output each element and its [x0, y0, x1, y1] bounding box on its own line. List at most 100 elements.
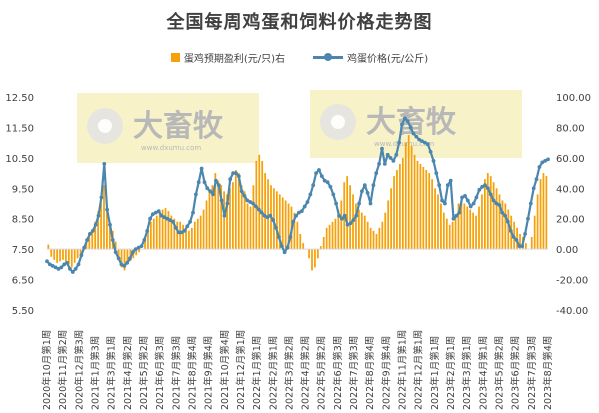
profit-bar: [73, 249, 76, 263]
profit-bar: [419, 163, 422, 250]
watermark-logo-eye: [331, 115, 345, 129]
x-tick-label: 2022年8月第4周: [364, 336, 376, 410]
profit-bar: [530, 236, 533, 250]
egg-price-point: [457, 210, 462, 215]
egg-price-point: [70, 270, 75, 274]
profit-bar: [185, 227, 187, 250]
egg-price-point: [225, 201, 230, 206]
profit-bar: [240, 185, 243, 250]
watermark-logo-eye: [98, 119, 112, 133]
profit-bar: [434, 188, 436, 250]
egg-price-point: [102, 162, 107, 166]
profit-bar: [437, 194, 439, 250]
egg-price-point: [108, 222, 112, 227]
watermark-site: www.dxumu.com: [374, 140, 434, 148]
profit-bar: [375, 233, 378, 250]
profit-bar: [79, 249, 82, 254]
x-tick-label: 2021年3月第1周: [106, 336, 118, 410]
egg-price-point: [428, 149, 433, 154]
right-tick-label: -40.00: [556, 306, 588, 317]
egg-price-point: [408, 125, 413, 130]
egg-price-point: [277, 235, 281, 239]
profit-bar: [138, 249, 141, 253]
egg-price-point: [405, 119, 410, 124]
egg-price-point: [480, 184, 485, 189]
egg-price-point: [388, 156, 393, 160]
profit-bar: [97, 211, 100, 250]
profit-bar: [117, 249, 120, 257]
egg-price-point: [248, 200, 253, 204]
profit-bar: [223, 191, 225, 250]
egg-price-point: [231, 171, 236, 176]
profit-bar: [205, 200, 208, 250]
left-tick-label: 9.50: [12, 184, 34, 195]
legend-item-egg-price: 鸡蛋价格(元/公斤): [313, 50, 428, 65]
legend: 蛋鸡预期盈利(元/只)右 鸡蛋价格(元/公斤): [0, 49, 599, 65]
legend-label-egg-price: 鸡蛋价格(元/公斤): [347, 53, 429, 65]
egg-price-point: [82, 245, 87, 250]
profit-bar: [202, 209, 205, 250]
x-tick-label: 2022年1月第1周: [251, 336, 263, 410]
egg-price-point: [239, 189, 244, 194]
egg-price-point: [425, 142, 430, 147]
profit-bar: [208, 191, 211, 250]
egg-price-point: [360, 189, 364, 194]
egg-price-point: [105, 207, 109, 212]
egg-price-point: [299, 209, 304, 214]
profit-bar: [489, 176, 492, 250]
x-tick-label: 2023年5月第2周: [494, 336, 506, 410]
egg-price-point: [297, 210, 301, 215]
egg-price-point: [259, 210, 264, 215]
x-axis: 2020年10月第1周 2020年11月第2周 2020年12月第3周 2021年1月…: [41, 330, 554, 410]
watermark-site: www.dxumu.com: [141, 144, 201, 152]
profit-bar: [275, 191, 278, 250]
profit-bar: [199, 215, 202, 250]
egg-price-point: [208, 189, 213, 194]
profit-bar: [144, 236, 146, 250]
profit-bar: [179, 221, 182, 250]
egg-price-point: [282, 250, 287, 255]
profit-bar: [542, 173, 545, 250]
profit-bar: [47, 244, 50, 250]
egg-price-point: [228, 177, 233, 182]
egg-price-point: [382, 162, 387, 166]
x-tick-label: 2023年4月第1周: [477, 336, 489, 410]
x-tick-label: 2020年10月第1周: [41, 330, 53, 410]
egg-price-point: [511, 235, 516, 239]
egg-price-point: [468, 204, 473, 209]
egg-price-point: [214, 178, 218, 183]
profit-bar: [478, 206, 480, 250]
egg-price-point: [56, 267, 61, 271]
egg-price-point: [345, 222, 350, 227]
profit-bar: [545, 176, 548, 250]
egg-price-point: [357, 201, 361, 206]
egg-price-point: [546, 157, 550, 162]
egg-price-point: [325, 180, 330, 185]
left-tick-label: 11.50: [5, 123, 34, 134]
profit-bar: [94, 221, 97, 250]
egg-price-point: [251, 201, 256, 206]
profit-bar: [299, 233, 302, 250]
profit-bar: [234, 170, 237, 250]
egg-price-point: [291, 219, 296, 224]
profit-bar: [70, 249, 73, 268]
profit-bar: [469, 209, 472, 250]
egg-price-point: [394, 152, 399, 157]
egg-price-point: [136, 245, 141, 250]
profit-bar: [296, 221, 299, 250]
egg-price-point: [50, 264, 55, 268]
egg-price-point: [348, 221, 353, 226]
egg-price-point: [391, 159, 396, 163]
x-tick-label: 2021年5月第2周: [138, 336, 150, 410]
egg-price-point: [268, 213, 273, 218]
x-tick-label: 2022年11月第1周: [397, 330, 409, 410]
egg-price-point: [371, 183, 376, 188]
x-tick-label: 2022年12月第1周: [413, 330, 425, 410]
egg-price-point: [503, 213, 507, 218]
profit-bar: [147, 227, 149, 250]
profit-bar: [108, 221, 111, 250]
egg-price-point: [448, 178, 453, 183]
profit-bar: [155, 215, 158, 250]
egg-price-point: [431, 159, 436, 163]
